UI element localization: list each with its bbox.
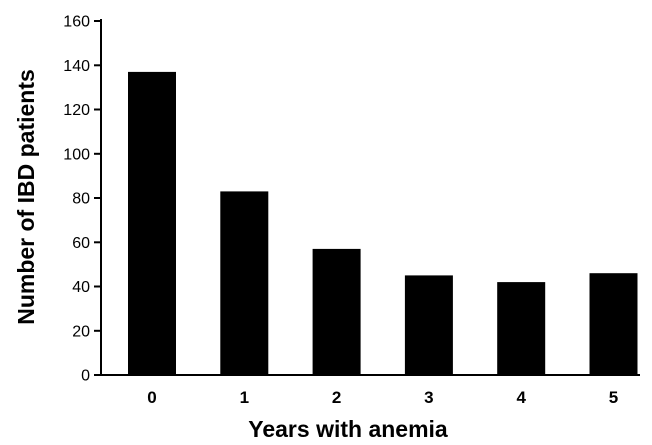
y-tick-label-60: 60 <box>72 235 90 252</box>
y-ticks: 0 20 40 60 80 100 120 140 160 <box>63 14 101 385</box>
y-tick-label-120: 120 <box>63 102 90 119</box>
bars <box>128 72 638 375</box>
bar-5 <box>590 273 638 375</box>
bar-2 <box>313 249 361 375</box>
x-tick-label-0: 0 <box>147 388 156 407</box>
y-tick-label-140: 140 <box>63 58 90 75</box>
y-axis-title: Number of IBD patients <box>13 69 39 325</box>
x-axis-title: Years with anemia <box>248 416 448 440</box>
x-tick-label-5: 5 <box>609 388 618 407</box>
x-tick-label-2: 2 <box>332 388 341 407</box>
y-tick-label-160: 160 <box>63 14 90 31</box>
bar-4 <box>497 282 545 375</box>
y-tick-label-0: 0 <box>81 368 90 385</box>
x-tick-label-4: 4 <box>516 388 526 407</box>
bar-1 <box>220 191 268 375</box>
bar-0 <box>128 72 176 375</box>
y-tick-label-100: 100 <box>63 146 90 163</box>
axes <box>100 19 640 375</box>
bar-3 <box>405 275 453 375</box>
y-tick-label-80: 80 <box>72 191 90 208</box>
x-tick-label-3: 3 <box>424 388 433 407</box>
x-ticks: 0 1 2 3 4 5 <box>147 388 618 407</box>
x-tick-label-1: 1 <box>240 388 249 407</box>
y-tick-label-40: 40 <box>72 279 90 296</box>
y-tick-label-20: 20 <box>72 323 90 340</box>
